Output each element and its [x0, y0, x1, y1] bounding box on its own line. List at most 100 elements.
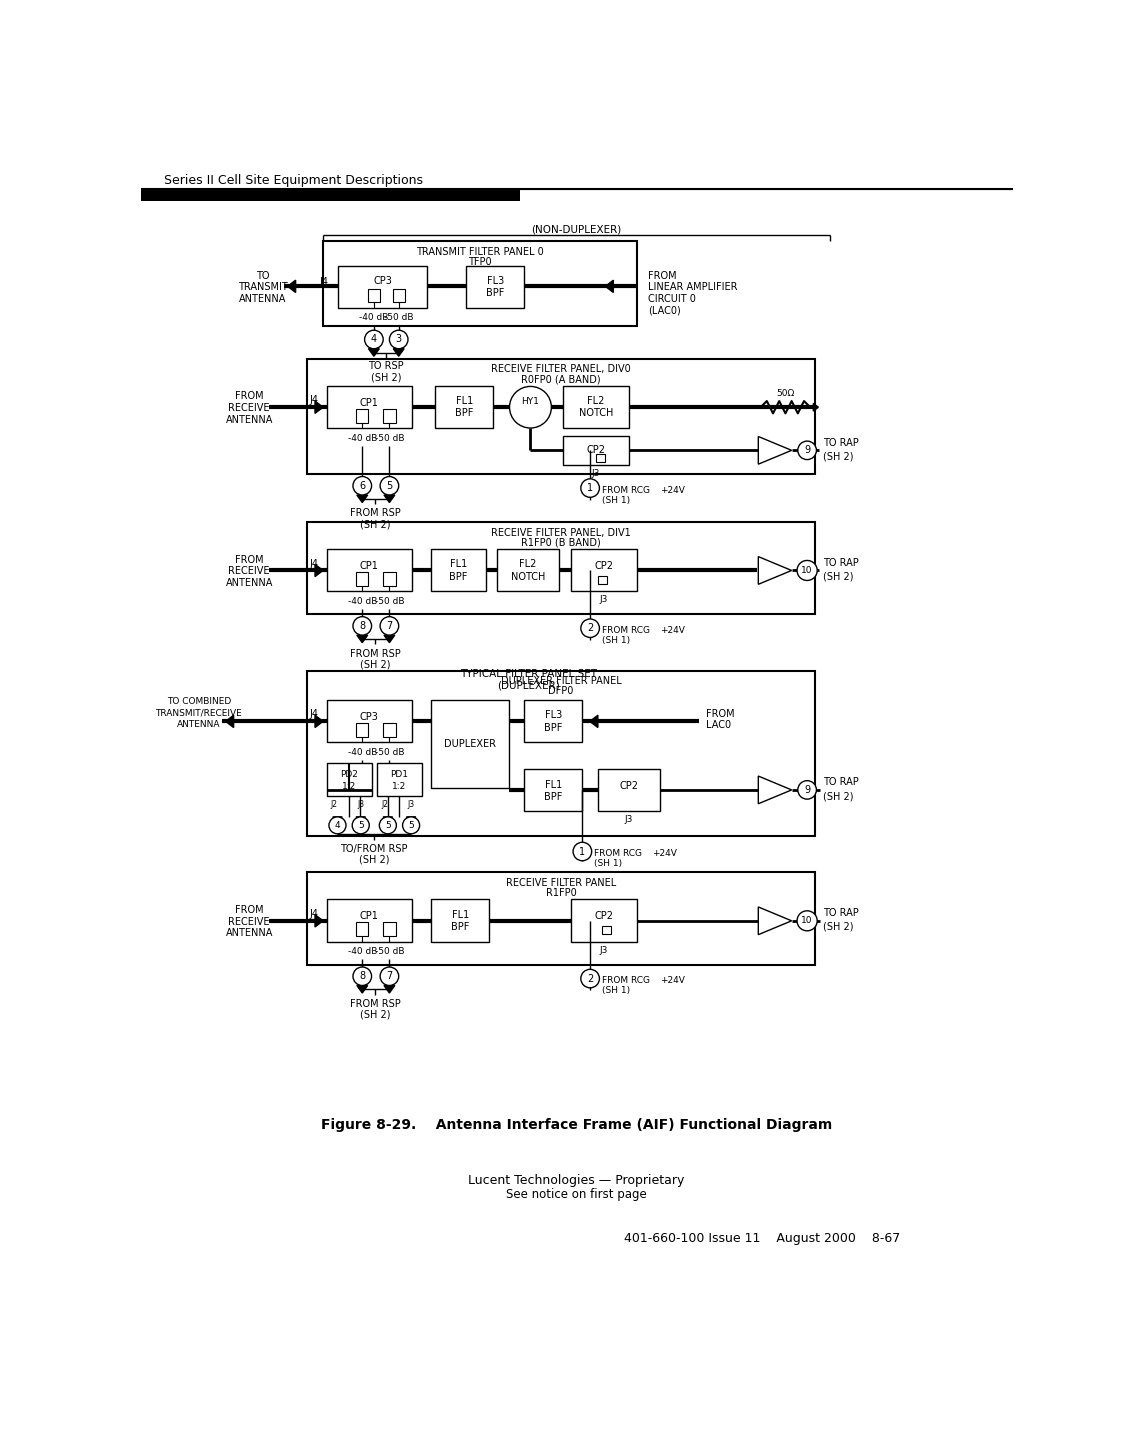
Text: -40 dB: -40 dB: [348, 947, 377, 957]
Text: (SH 2): (SH 2): [822, 922, 853, 932]
Bar: [570, 549, 637, 591]
Bar: [141, 172, 1012, 193]
Bar: [326, 549, 412, 591]
Bar: [393, 289, 405, 303]
Text: BPF: BPF: [449, 572, 468, 582]
Polygon shape: [406, 817, 416, 824]
Text: 8: 8: [359, 971, 366, 981]
Text: CP1: CP1: [360, 561, 379, 571]
Polygon shape: [394, 349, 404, 356]
Polygon shape: [357, 495, 368, 502]
Circle shape: [796, 911, 817, 931]
Text: 401-660-100 Issue 11    August 2000    8-67: 401-660-100 Issue 11 August 2000 8-67: [624, 1231, 900, 1244]
Text: FROM: FROM: [706, 709, 735, 719]
Text: TO COMBINED: TO COMBINED: [166, 696, 231, 706]
Circle shape: [353, 967, 371, 985]
Text: 2: 2: [587, 974, 593, 984]
Text: J4: J4: [309, 395, 318, 405]
Text: R1FP0: R1FP0: [546, 888, 576, 898]
Bar: [307, 522, 814, 615]
Text: BPF: BPF: [544, 792, 562, 802]
Polygon shape: [809, 445, 817, 456]
Bar: [570, 899, 637, 941]
Text: TRANSMIT/RECEIVE: TRANSMIT/RECEIVE: [155, 708, 242, 718]
Text: J3: J3: [624, 815, 633, 825]
Text: J3: J3: [592, 469, 600, 478]
Circle shape: [798, 440, 817, 459]
Bar: [357, 409, 369, 423]
Text: FROM RCG: FROM RCG: [594, 849, 642, 858]
Text: FROM RSP: FROM RSP: [350, 509, 400, 519]
Circle shape: [364, 330, 384, 349]
Bar: [368, 289, 380, 303]
Text: LAC0: LAC0: [706, 721, 731, 731]
Text: CIRCUIT 0: CIRCUIT 0: [648, 293, 696, 303]
Text: DUPLEXER FILTER PANEL: DUPLEXER FILTER PANEL: [501, 676, 621, 686]
Text: TO RSP: TO RSP: [369, 362, 404, 372]
Text: RECEIVE FILTER PANEL: RECEIVE FILTER PANEL: [506, 878, 616, 888]
Text: FL3: FL3: [544, 711, 562, 721]
Polygon shape: [758, 907, 792, 935]
Circle shape: [328, 817, 346, 834]
Text: (SH 2): (SH 2): [360, 1010, 390, 1020]
Polygon shape: [315, 400, 323, 413]
Text: (NON-DUPLEXER): (NON-DUPLEXER): [531, 225, 621, 235]
Text: (SH 2): (SH 2): [371, 372, 402, 382]
Text: Series II Cell Site Equipment Descriptions: Series II Cell Site Equipment Descriptio…: [164, 173, 423, 186]
Bar: [339, 266, 428, 307]
Text: J3: J3: [407, 799, 415, 809]
Circle shape: [379, 817, 396, 834]
Bar: [597, 576, 608, 583]
Text: 5: 5: [386, 480, 393, 490]
Text: 10: 10: [801, 917, 813, 925]
Circle shape: [580, 479, 600, 498]
Text: (SH 2): (SH 2): [822, 452, 853, 462]
Polygon shape: [369, 349, 379, 356]
Text: CP3: CP3: [360, 712, 379, 722]
Circle shape: [580, 619, 600, 638]
Bar: [435, 386, 493, 428]
Text: 1: 1: [587, 483, 593, 493]
Text: (SH 1): (SH 1): [602, 987, 630, 995]
Text: 7: 7: [386, 971, 393, 981]
Bar: [377, 764, 422, 797]
Polygon shape: [384, 635, 395, 642]
Text: TFP0: TFP0: [468, 257, 492, 266]
Text: Series II Cell Site Equipment Descriptions: Series II Cell Site Equipment Descriptio…: [164, 173, 423, 186]
Text: NOTCH: NOTCH: [511, 572, 546, 582]
Polygon shape: [758, 556, 792, 585]
Text: FROM RSP: FROM RSP: [350, 649, 400, 659]
Text: -40 dB: -40 dB: [348, 748, 377, 756]
Text: TRANSMIT: TRANSMIT: [238, 282, 288, 292]
Text: FL2: FL2: [587, 396, 604, 406]
Text: FL2: FL2: [520, 559, 537, 569]
Text: RECEIVE: RECEIVE: [228, 917, 270, 927]
Text: -50 dB: -50 dB: [375, 596, 404, 606]
Circle shape: [510, 386, 551, 428]
Text: 5: 5: [408, 821, 414, 829]
Polygon shape: [384, 817, 393, 824]
Bar: [597, 769, 660, 811]
Text: FL1: FL1: [450, 559, 467, 569]
Text: (SH 1): (SH 1): [594, 859, 622, 868]
Text: 10: 10: [801, 566, 813, 575]
Text: CP2: CP2: [586, 445, 605, 455]
Circle shape: [352, 817, 369, 834]
Text: FROM: FROM: [648, 270, 677, 280]
Text: +24V: +24V: [660, 626, 685, 635]
Text: -40 dB: -40 dB: [359, 313, 388, 322]
Text: 1:2: 1:2: [393, 782, 406, 791]
Bar: [562, 436, 629, 465]
Text: (SH 2): (SH 2): [359, 854, 389, 864]
Text: RECEIVE: RECEIVE: [228, 403, 270, 413]
Circle shape: [380, 967, 398, 985]
Text: CP1: CP1: [360, 911, 379, 921]
Text: RECEIVE: RECEIVE: [228, 566, 270, 576]
Text: J4: J4: [309, 909, 318, 919]
Bar: [326, 386, 412, 428]
Text: 3: 3: [396, 335, 402, 345]
Bar: [307, 872, 814, 965]
Text: See notice on first page: See notice on first page: [506, 1188, 647, 1201]
Text: FROM RSP: FROM RSP: [350, 1000, 400, 1010]
Text: Lucent Technologies — Proprietary: Lucent Technologies — Proprietary: [468, 1174, 684, 1187]
